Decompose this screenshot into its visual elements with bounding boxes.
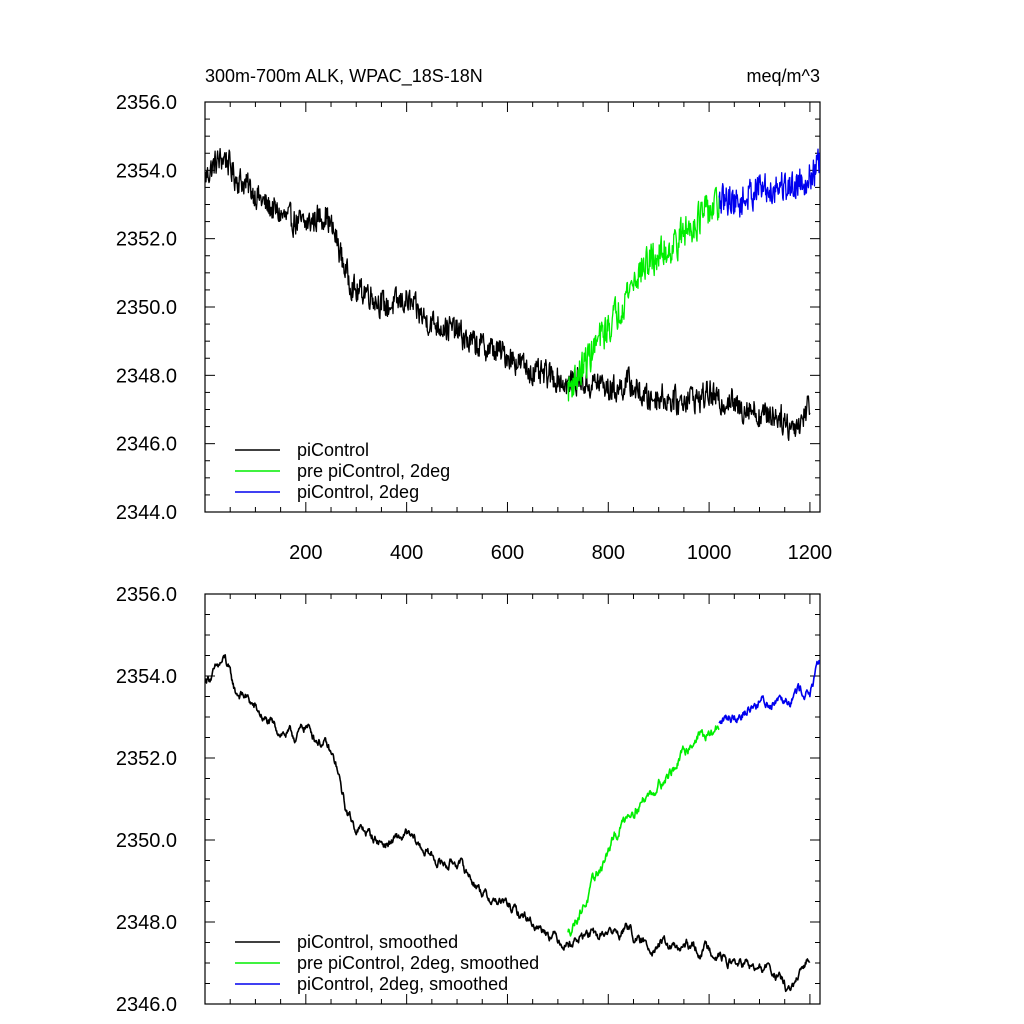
- legend-label: piControl, smoothed: [297, 932, 458, 952]
- panel-top-alkalinity: 2344.0 2346.0 2348.0 2350.0 2352.0 2354.0 2356…: [116, 66, 832, 564]
- legend-label: piControl, 2deg: [297, 482, 419, 502]
- y-tick-label: 2354.0: [116, 160, 177, 182]
- series-line-picontrol: [205, 147, 811, 442]
- y-tick-label: 2356.0: [116, 92, 177, 114]
- legend-label: pre piControl, 2deg: [297, 461, 450, 481]
- y-tick-label: 2346.0: [116, 434, 177, 456]
- y-tick-label: 2348.0: [116, 365, 177, 387]
- y-tick-label: 2352.0: [116, 229, 177, 251]
- series-line-pre-picontrol-2deg-smoothed: [567, 725, 720, 937]
- chart-title: 300m-700m ALK, WPAC_18S-18N: [205, 66, 483, 87]
- y-tick-label: 2350.0: [116, 830, 177, 852]
- x-tick-label: 600: [491, 542, 524, 564]
- series-line-picontrol-2deg-smoothed: [718, 659, 820, 725]
- y-tick-label: 2352.0: [116, 748, 177, 770]
- series-line-pre-picontrol-2deg: [567, 186, 720, 402]
- series-line-picontrol-2deg: [718, 148, 820, 218]
- x-tick-label: 1000: [687, 542, 732, 564]
- x-tick-label: 200: [289, 542, 322, 564]
- series-line-picontrol-smoothed: [205, 654, 811, 993]
- x-tick-label: 1200: [788, 542, 833, 564]
- x-tick-label: 800: [592, 542, 625, 564]
- y-tick-label: 2344.0: [116, 502, 177, 524]
- legend-label: piControl: [297, 440, 369, 460]
- x-tick-label: 400: [390, 542, 423, 564]
- y-tick-label: 2348.0: [116, 912, 177, 934]
- units-label: meq/m^3: [747, 66, 820, 86]
- legend-label: piControl, 2deg, smoothed: [297, 974, 508, 994]
- y-tick-label: 2356.0: [116, 584, 177, 606]
- panel-bottom-smoothed: 2346.0 2348.0 2350.0 2352.0 2354.0 2356.0 piCo…: [116, 584, 821, 1016]
- y-tick-label: 2354.0: [116, 666, 177, 688]
- legend-label: pre piControl, 2deg, smoothed: [297, 953, 539, 973]
- y-tick-label: 2346.0: [116, 994, 177, 1016]
- y-tick-label: 2350.0: [116, 297, 177, 319]
